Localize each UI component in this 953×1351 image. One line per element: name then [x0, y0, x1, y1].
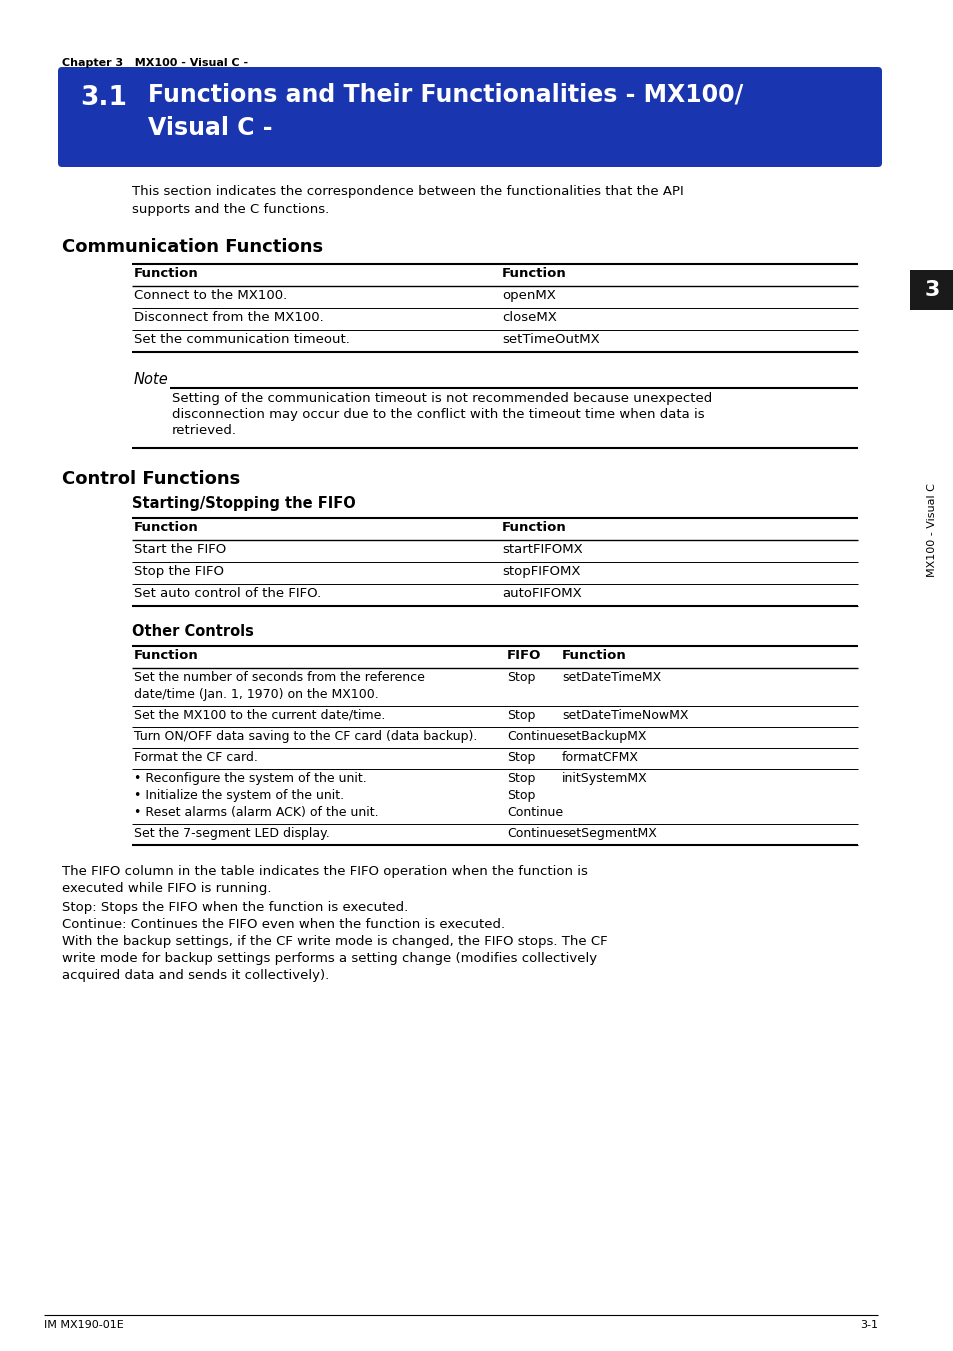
- Text: Stop the FIFO: Stop the FIFO: [133, 565, 224, 578]
- Text: Function: Function: [501, 267, 566, 280]
- Text: Chapter 3   MX100 - Visual C -: Chapter 3 MX100 - Visual C -: [62, 58, 248, 68]
- Text: autoFIFOMX: autoFIFOMX: [501, 586, 581, 600]
- Text: With the backup settings, if the CF write mode is changed, the FIFO stops. The C: With the backup settings, if the CF writ…: [62, 935, 607, 948]
- Text: Stop: Stops the FIFO when the function is executed.: Stop: Stops the FIFO when the function i…: [62, 901, 408, 915]
- Text: Start the FIFO: Start the FIFO: [133, 543, 226, 557]
- Text: Note: Note: [133, 372, 169, 386]
- Text: The FIFO column in the table indicates the FIFO operation when the function is: The FIFO column in the table indicates t…: [62, 865, 587, 878]
- Text: FIFO: FIFO: [506, 648, 540, 662]
- Text: 3.1: 3.1: [80, 85, 127, 111]
- Text: Visual C -: Visual C -: [148, 116, 273, 141]
- Text: Function: Function: [561, 648, 626, 662]
- Text: Format the CF card.: Format the CF card.: [133, 751, 257, 765]
- Text: Stop: Stop: [506, 789, 535, 802]
- Text: MX100 - Visual C: MX100 - Visual C: [926, 484, 936, 577]
- Text: executed while FIFO is running.: executed while FIFO is running.: [62, 882, 272, 894]
- Text: Function: Function: [133, 267, 198, 280]
- Text: Stop: Stop: [506, 771, 535, 785]
- Text: Functions and Their Functionalities - MX100/: Functions and Their Functionalities - MX…: [148, 82, 742, 107]
- Text: Stop: Stop: [506, 709, 535, 721]
- Text: setDateTimeNowMX: setDateTimeNowMX: [561, 709, 688, 721]
- Text: initSystemMX: initSystemMX: [561, 771, 647, 785]
- Text: startFIFOMX: startFIFOMX: [501, 543, 582, 557]
- Text: openMX: openMX: [501, 289, 556, 303]
- FancyBboxPatch shape: [909, 270, 953, 309]
- Text: IM MX190-01E: IM MX190-01E: [44, 1320, 124, 1329]
- Text: Function: Function: [133, 648, 198, 662]
- Text: setBackupMX: setBackupMX: [561, 730, 646, 743]
- Text: Stop: Stop: [506, 671, 535, 684]
- Text: supports and the C functions.: supports and the C functions.: [132, 203, 329, 216]
- Text: Communication Functions: Communication Functions: [62, 238, 323, 255]
- Text: retrieved.: retrieved.: [172, 424, 236, 436]
- Text: Setting of the communication timeout is not recommended because unexpected: Setting of the communication timeout is …: [172, 392, 712, 405]
- Text: disconnection may occur due to the conflict with the timeout time when data is: disconnection may occur due to the confl…: [172, 408, 704, 422]
- Text: formatCFMX: formatCFMX: [561, 751, 639, 765]
- Text: Set auto control of the FIFO.: Set auto control of the FIFO.: [133, 586, 321, 600]
- Text: Continue: Continue: [506, 807, 562, 819]
- Text: Set the communication timeout.: Set the communication timeout.: [133, 332, 350, 346]
- Text: stopFIFOMX: stopFIFOMX: [501, 565, 579, 578]
- Text: 3-1: 3-1: [859, 1320, 877, 1329]
- Text: Turn ON/OFF data saving to the CF card (data backup).: Turn ON/OFF data saving to the CF card (…: [133, 730, 476, 743]
- Text: setTimeOutMX: setTimeOutMX: [501, 332, 599, 346]
- Text: Continue: Continues the FIFO even when the function is executed.: Continue: Continues the FIFO even when t…: [62, 917, 504, 931]
- Text: • Reconfigure the system of the unit.: • Reconfigure the system of the unit.: [133, 771, 366, 785]
- Text: Other Controls: Other Controls: [132, 624, 253, 639]
- Text: Function: Function: [501, 521, 566, 534]
- Text: Continue: Continue: [506, 730, 562, 743]
- Text: Disconnect from the MX100.: Disconnect from the MX100.: [133, 311, 323, 324]
- Text: Connect to the MX100.: Connect to the MX100.: [133, 289, 287, 303]
- Text: • Initialize the system of the unit.: • Initialize the system of the unit.: [133, 789, 344, 802]
- Text: Continue: Continue: [506, 827, 562, 840]
- Text: setSegmentMX: setSegmentMX: [561, 827, 657, 840]
- Text: Set the 7-segment LED display.: Set the 7-segment LED display.: [133, 827, 330, 840]
- Text: This section indicates the correspondence between the functionalities that the A: This section indicates the correspondenc…: [132, 185, 683, 199]
- Text: date/time (Jan. 1, 1970) on the MX100.: date/time (Jan. 1, 1970) on the MX100.: [133, 688, 378, 701]
- Text: Set the number of seconds from the reference: Set the number of seconds from the refer…: [133, 671, 424, 684]
- Text: • Reset alarms (alarm ACK) of the unit.: • Reset alarms (alarm ACK) of the unit.: [133, 807, 378, 819]
- Text: closeMX: closeMX: [501, 311, 557, 324]
- Text: setDateTimeMX: setDateTimeMX: [561, 671, 660, 684]
- Text: write mode for backup settings performs a setting change (modifies collectively: write mode for backup settings performs …: [62, 952, 597, 965]
- Text: Control Functions: Control Functions: [62, 470, 240, 488]
- Text: Function: Function: [133, 521, 198, 534]
- FancyBboxPatch shape: [58, 68, 882, 168]
- Text: Stop: Stop: [506, 751, 535, 765]
- Text: 3: 3: [923, 280, 939, 300]
- Text: Starting/Stopping the FIFO: Starting/Stopping the FIFO: [132, 496, 355, 511]
- Text: Set the MX100 to the current date/time.: Set the MX100 to the current date/time.: [133, 709, 385, 721]
- Text: acquired data and sends it collectively).: acquired data and sends it collectively)…: [62, 969, 329, 982]
